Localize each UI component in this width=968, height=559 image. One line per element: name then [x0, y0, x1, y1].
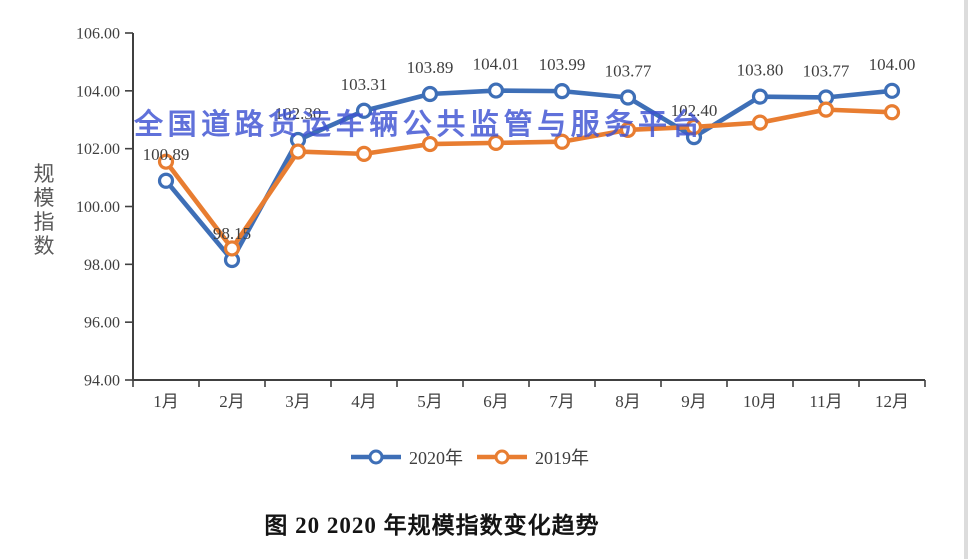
data-point-2019年 — [421, 135, 439, 153]
chart-legend: 2020年 2019年 — [350, 444, 589, 470]
series-line-2020年 — [163, 88, 895, 263]
data-point-2019年 — [223, 240, 241, 257]
x-tick-label: 9月 — [681, 392, 707, 411]
x-tick-label: 12月 — [875, 392, 909, 411]
y-axis-title: 规模指数 — [33, 162, 55, 258]
x-tick-label: 6月 — [483, 392, 509, 411]
data-point-2020年 — [355, 102, 373, 119]
data-point-label: 103.77 — [803, 61, 850, 80]
data-point-2019年 — [553, 133, 571, 150]
y-tick-label: 100.00 — [76, 199, 120, 216]
data-point-2019年 — [157, 153, 175, 170]
legend-label-2020: 2020年 — [409, 448, 463, 468]
legend-swatch-2020-icon — [351, 449, 401, 465]
x-tick-label: 11月 — [809, 392, 842, 411]
x-tick-label: 7月 — [549, 392, 575, 411]
x-tick-label: 10月 — [743, 392, 777, 411]
data-point-2019年 — [751, 114, 769, 131]
data-point-2020年 — [751, 88, 769, 105]
data-point-label: 103.77 — [605, 61, 652, 80]
data-point-label: 98.15 — [213, 224, 251, 243]
y-tick-label: 106.00 — [76, 26, 120, 43]
data-point-2019年 — [685, 118, 703, 136]
data-point-2020年 — [883, 82, 901, 99]
data-point-label: 103.80 — [737, 61, 784, 80]
data-point-2019年 — [487, 134, 505, 151]
y-tick-label: 96.00 — [84, 315, 120, 332]
data-point-label: 103.89 — [407, 58, 454, 77]
data-point-2020年 — [553, 83, 571, 100]
chart-caption: 图 20 2020 年规模指数变化趋势 — [264, 513, 600, 538]
data-point-label: 103.31 — [341, 75, 388, 94]
data-point-2020年 — [157, 172, 175, 189]
data-point-2019年 — [619, 121, 637, 138]
legend-item-2020: 2020年 — [350, 444, 463, 470]
data-point-label: 103.99 — [539, 55, 586, 74]
line-chart: 106.00 104.00 102.00 100.00 98.00 96.00 94.00 1… — [76, 26, 926, 411]
x-tick-label: 1月 — [153, 392, 179, 411]
y-tick-label: 102.00 — [76, 141, 120, 158]
series-line-2019年 — [163, 107, 895, 251]
y-tick-label: 98.00 — [84, 257, 120, 274]
page-edge-strip — [964, 0, 968, 559]
data-point-label: 100.89 — [143, 145, 190, 164]
data-point-2019年 — [289, 143, 307, 160]
x-tick-label: 2月 — [219, 392, 245, 411]
data-point-2020年 — [487, 82, 505, 99]
x-tick-label: 3月 — [285, 392, 311, 411]
data-point-label: 104.01 — [473, 55, 520, 74]
y-tick-label: 94.00 — [84, 373, 120, 390]
data-point-2020年 — [619, 89, 637, 106]
x-tick-label: 8月 — [615, 392, 641, 411]
x-tick-label: 5月 — [417, 392, 443, 411]
data-point-2019年 — [817, 101, 835, 118]
legend-swatch-2019-icon — [477, 449, 527, 465]
legend-label-2019: 2019年 — [535, 448, 589, 468]
data-point-2019年 — [883, 104, 901, 121]
data-point-label: 102.30 — [275, 104, 322, 123]
data-point-2020年 — [421, 85, 439, 103]
data-point-label: 104.00 — [869, 55, 916, 74]
legend-item-2019: 2019年 — [476, 444, 589, 470]
data-point-2019年 — [355, 145, 373, 162]
x-tick-label: 4月 — [351, 392, 377, 411]
y-tick-label: 104.00 — [76, 83, 120, 100]
data-point-label: 102.40 — [671, 101, 718, 120]
